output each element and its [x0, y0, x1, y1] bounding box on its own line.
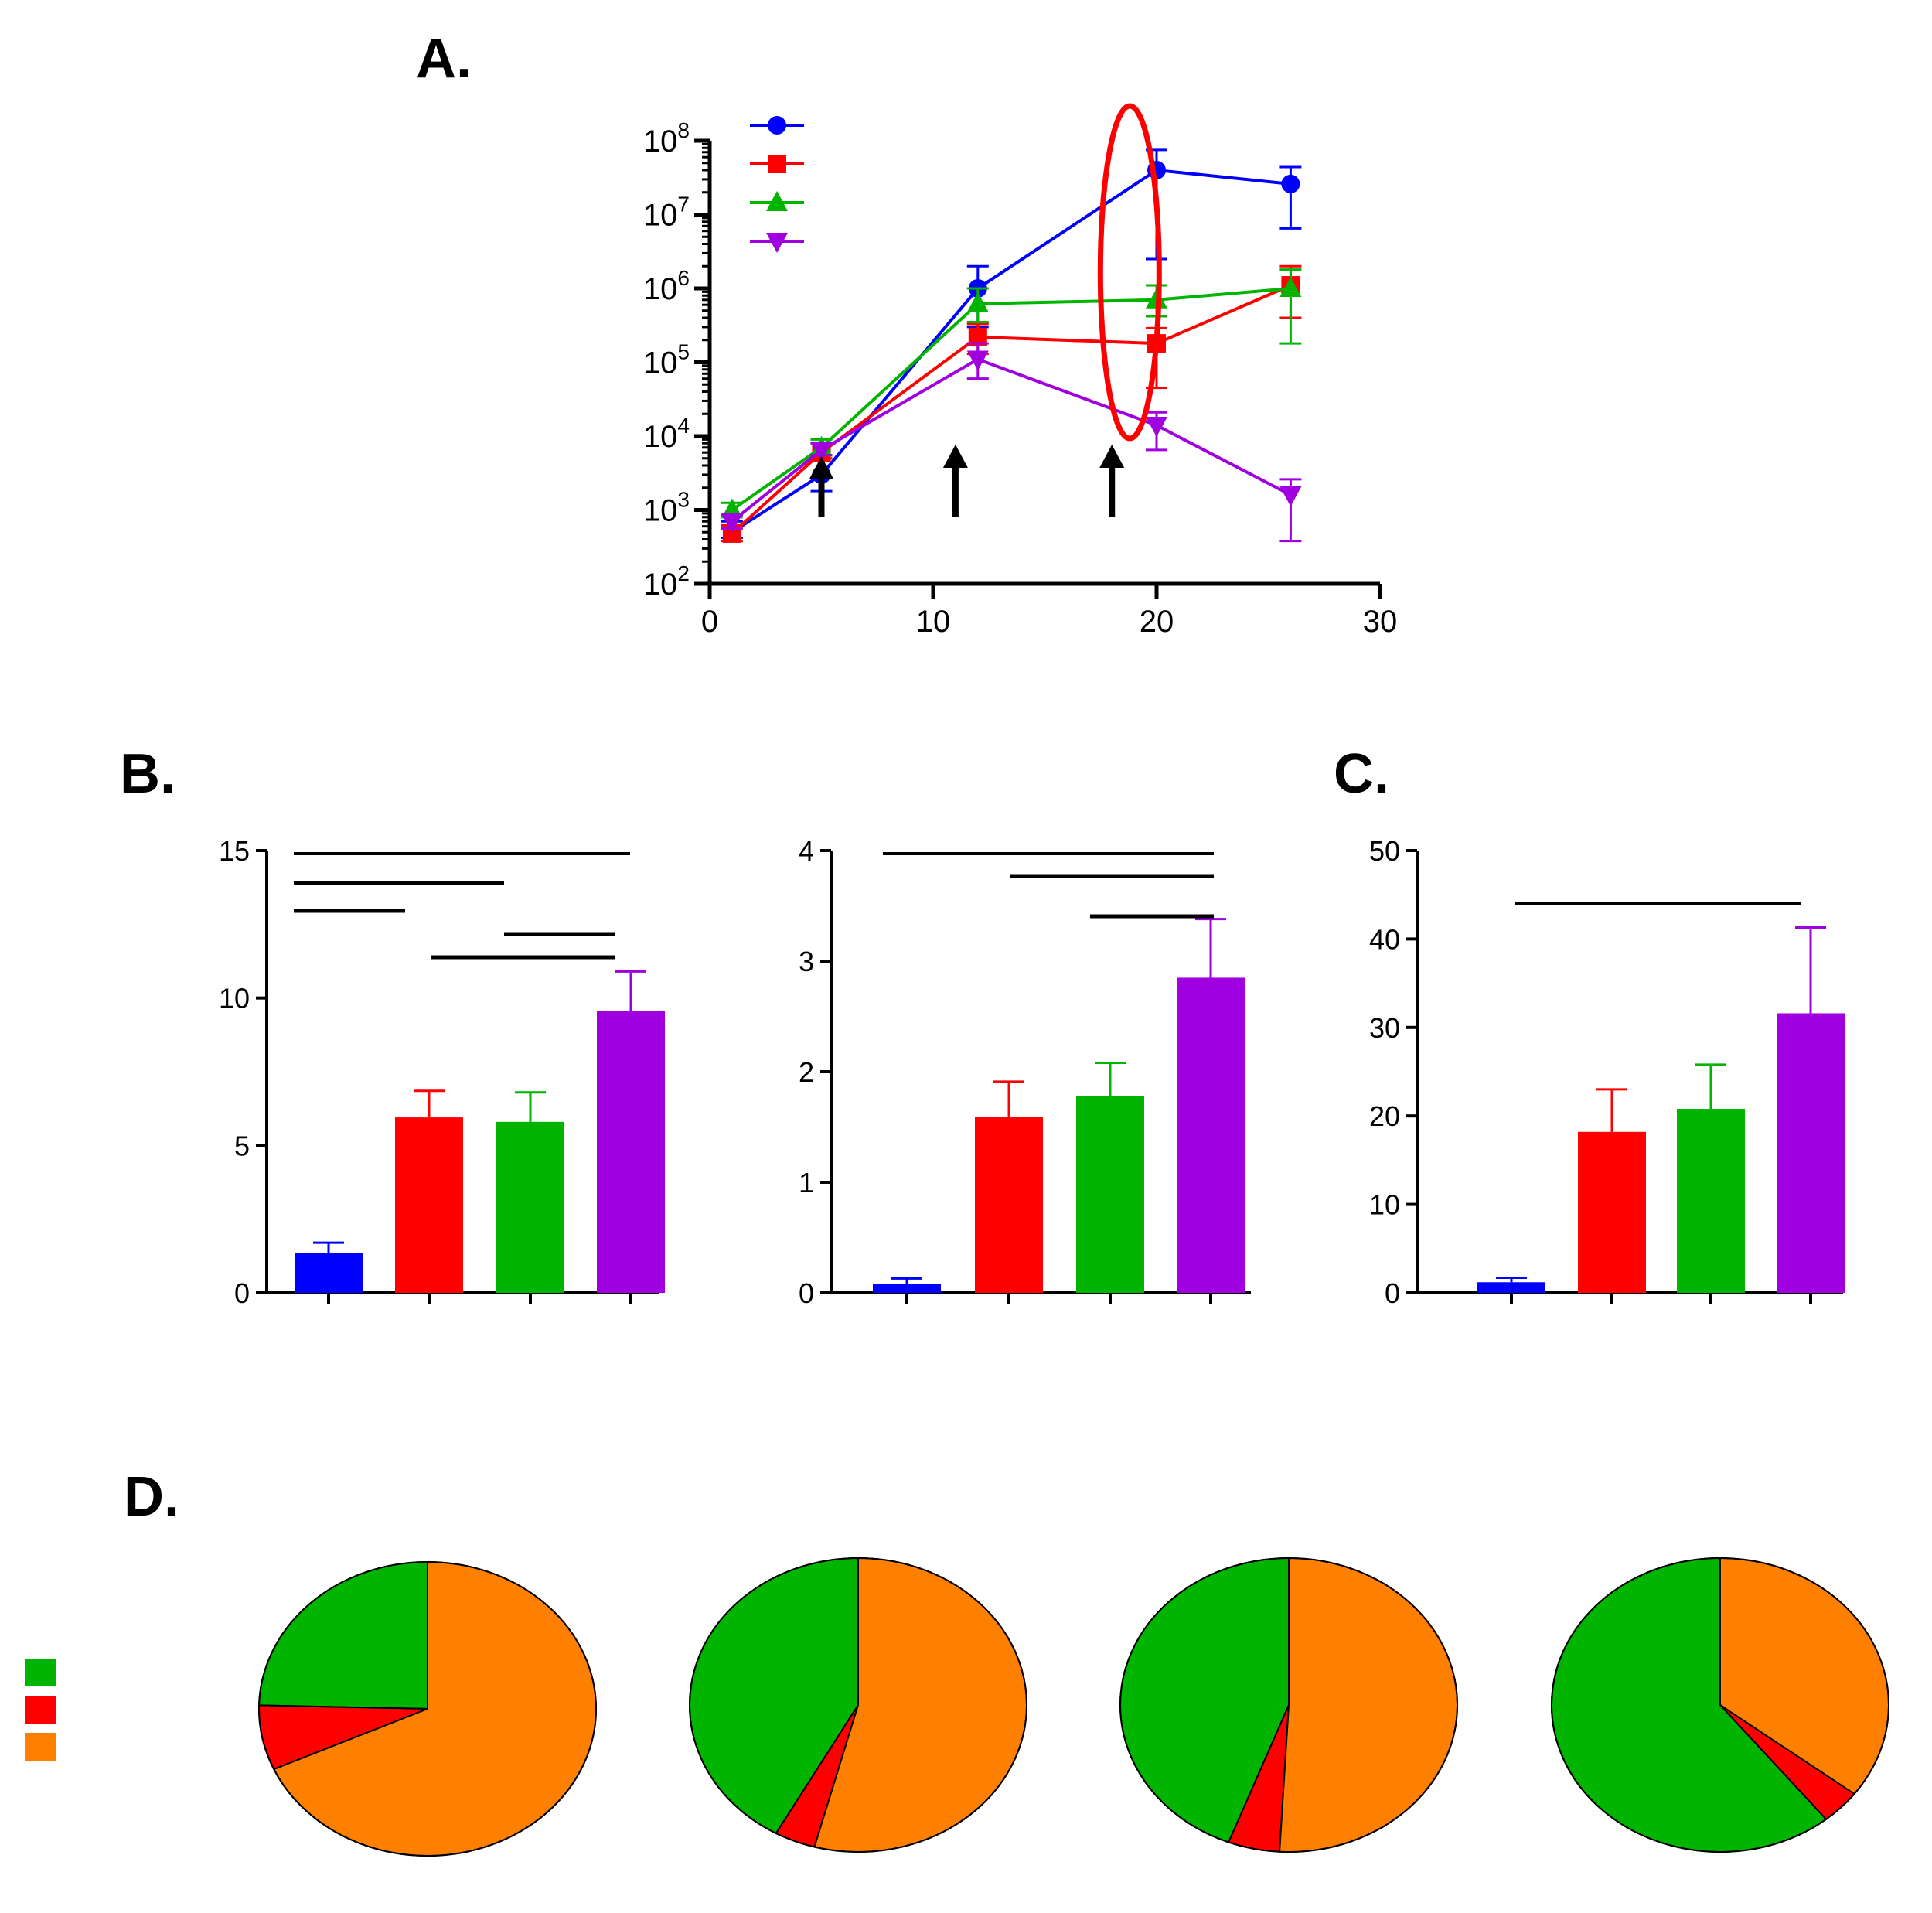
pie-outline — [1551, 1557, 1889, 1853]
y-tick-label: 105 — [643, 340, 690, 380]
panel-label-c: C. — [1334, 743, 1389, 805]
bar-tvac — [597, 1011, 665, 1293]
x-tick-label: 0 — [701, 605, 718, 639]
tumor-growth-chart: 0 10 20 30 102 103 104 105 106 107 108 — [643, 103, 1398, 639]
legend-marker — [768, 155, 786, 173]
annotation-arrow-head — [1099, 445, 1125, 468]
x-tick-label: 30 — [1363, 605, 1398, 639]
y-tick-label: 0 — [799, 1277, 814, 1309]
y-tick-label: 0 — [1385, 1277, 1400, 1309]
pie-charts — [25, 1557, 1889, 1857]
series-line-tva — [731, 284, 1292, 535]
bar-tvc — [1076, 1096, 1144, 1293]
bar-tva — [395, 1117, 463, 1293]
annotation-arrow-head — [809, 456, 834, 479]
y-tick-label: 50 — [1369, 835, 1400, 867]
pie-outline — [689, 1557, 1027, 1853]
y-tick-label: 1 — [799, 1167, 814, 1199]
pie-slice-cd8 — [258, 1560, 428, 1710]
e7-tetramer-bar-chart: 0 1 2 3 4 — [799, 835, 1251, 1309]
bar-tvac — [1777, 1013, 1845, 1293]
y-tick-label: 5 — [234, 1130, 250, 1161]
legend-marker — [768, 116, 786, 135]
bar-untreated — [295, 1253, 363, 1293]
bar-untreated — [1477, 1282, 1545, 1293]
legend-marker — [766, 191, 788, 211]
y-tick-label: 10 — [1369, 1189, 1400, 1221]
y-tick-label: 0 — [234, 1277, 250, 1309]
y-tick-label: 40 — [1369, 923, 1400, 955]
data-point — [966, 292, 989, 312]
x-tick-label: 20 — [1140, 605, 1174, 639]
legend-swatch-tregs — [25, 1696, 56, 1724]
bar-tva — [1578, 1131, 1646, 1293]
x-tick-label: 10 — [916, 605, 951, 639]
tetramer-per-weight-bar-chart: 0 10 20 30 40 50 — [1369, 835, 1845, 1309]
panel-label-d: D. — [124, 1466, 179, 1528]
y-tick-label: 102 — [643, 561, 690, 602]
pie-outline — [258, 1561, 597, 1857]
data-point — [721, 513, 743, 534]
bar-tvc — [496, 1121, 564, 1293]
cd8-gzmb-bar-chart: 0 5 10 15 — [219, 835, 665, 1309]
bar-untreated — [873, 1284, 941, 1293]
panel-label-a: A. — [416, 28, 472, 90]
legend-swatch-cd8 — [25, 1659, 56, 1686]
data-point — [1279, 277, 1302, 297]
y-tick-label: 3 — [799, 946, 814, 977]
y-tick-label: 4 — [799, 835, 814, 867]
data-point — [1146, 417, 1167, 438]
data-point — [1279, 486, 1302, 507]
y-tick-label: 103 — [643, 488, 690, 528]
bar-tva — [975, 1117, 1043, 1293]
y-tick-label: 108 — [643, 118, 690, 159]
sacrifice-highlight-ellipse — [1097, 103, 1162, 442]
pie-slice-mdscs — [1279, 1557, 1458, 1853]
y-tick-label: 2 — [799, 1056, 814, 1088]
y-tick-label: 20 — [1369, 1100, 1400, 1132]
y-tick-label: 104 — [643, 414, 690, 454]
y-tick-label: 30 — [1369, 1012, 1400, 1044]
y-tick-label: 106 — [643, 266, 690, 306]
data-point — [966, 350, 989, 371]
panel-label-b: B. — [120, 743, 175, 805]
bar-tvc — [1677, 1109, 1745, 1293]
bar-tvac — [1177, 977, 1245, 1293]
y-tick-label: 10 — [219, 983, 250, 1014]
legend-swatch-mdscs — [25, 1733, 56, 1761]
annotation-arrow-head — [942, 445, 968, 468]
y-tick-label: 15 — [219, 835, 250, 867]
data-point — [1281, 174, 1300, 193]
y-tick-label: 107 — [643, 193, 690, 233]
legend-marker — [766, 233, 788, 253]
data-point — [810, 441, 833, 462]
pie-outline — [1119, 1557, 1458, 1853]
